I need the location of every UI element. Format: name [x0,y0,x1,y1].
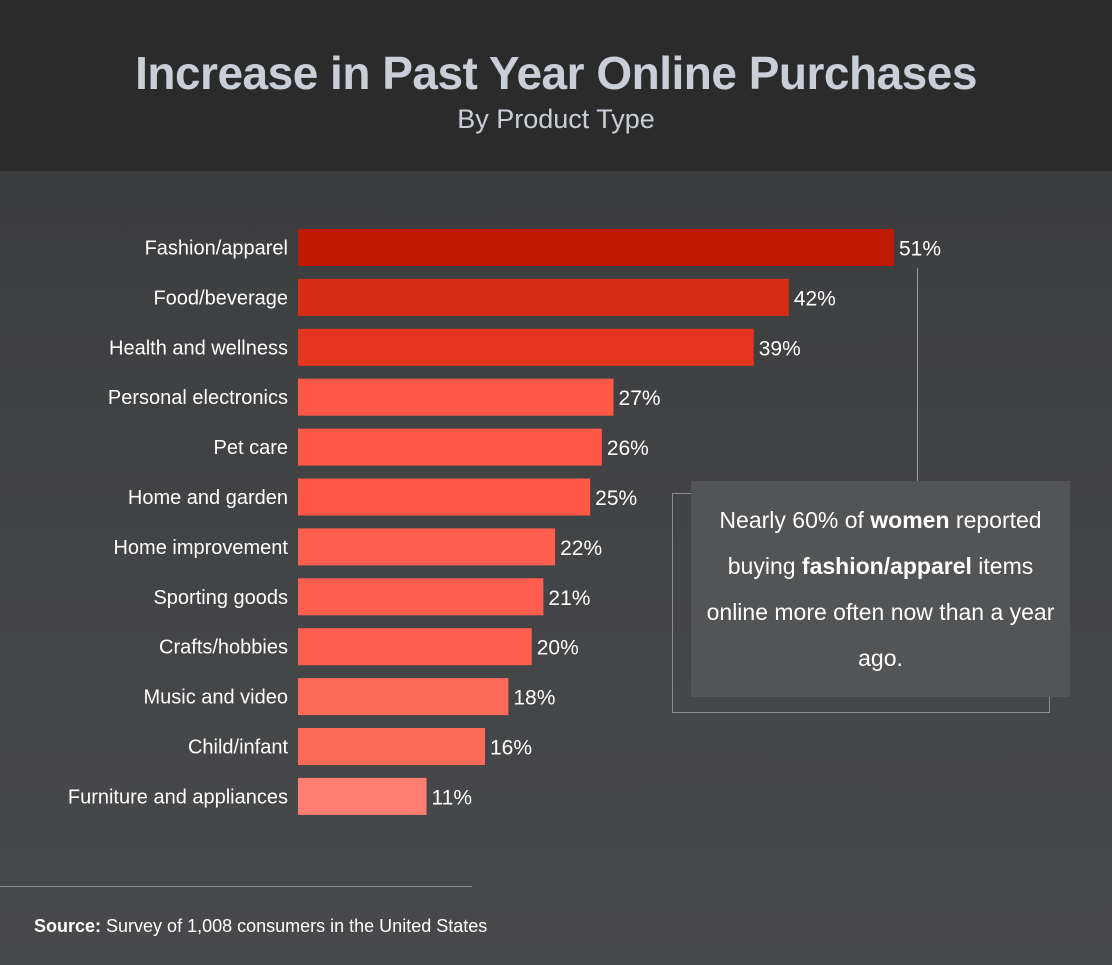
annotation-bold-women: women [870,507,950,533]
value-label-5: 25% [595,487,637,510]
value-label-1: 42% [794,287,836,310]
category-label-4: Pet care [214,437,288,459]
source-divider [0,886,472,887]
bar-5 [298,478,591,516]
bar-7 [298,578,544,616]
bar-0 [298,229,894,266]
annotation-leader-line [917,268,918,493]
chart-subtitle: By Product Type [457,104,655,134]
value-label-3: 27% [619,387,661,410]
value-label-0: 51% [899,238,941,261]
bar-10 [298,728,485,765]
category-label-2: Health and wellness [109,337,288,359]
value-label-4: 26% [607,437,649,460]
annotation-text-mid: reported buying [727,507,1042,579]
bar-6 [298,528,556,566]
value-label-8: 20% [537,637,579,660]
header-band [0,0,1112,171]
source-text: Survey of 1,008 consumers in the United … [101,916,488,936]
source-label: Source: [34,916,102,936]
annotation-text-pre: Nearly 60% of [719,507,871,533]
value-label-2: 39% [759,337,801,360]
value-label-9: 18% [513,687,555,710]
category-label-8: Crafts/hobbies [159,637,288,659]
value-label-10: 16% [490,737,532,760]
bar-11 [298,777,427,815]
category-label-9: Music and video [143,687,288,709]
chart-title: Increase in Past Year Online Purchases [135,47,977,99]
category-label-0: Fashion/apparel [145,238,288,260]
category-label-10: Child/infant [188,737,289,759]
annotation-text: Nearly 60% of women reported buying fash… [706,497,1056,681]
category-label-11: Furniture and appliances [68,786,288,808]
source-note: Source: Survey of 1,008 consumers in the… [34,916,487,937]
category-label-6: Home improvement [113,537,288,559]
bar-2 [298,328,754,366]
bar-9 [298,678,509,716]
value-label-6: 22% [560,537,602,560]
bar-4 [298,428,602,466]
bar-8 [298,628,532,666]
annotation-box: Nearly 60% of women reported buying fash… [691,481,1070,697]
bar-3 [298,378,614,416]
bar-1 [298,278,789,316]
annotation-bold-fashion: fashion/apparel [801,553,972,579]
value-label-7: 21% [548,587,590,610]
category-label-1: Food/beverage [153,287,288,309]
annotation-text-post: items online more often now than a year … [706,553,1055,671]
category-label-3: Personal electronics [108,387,288,409]
category-label-7: Sporting goods [153,587,288,609]
value-label-11: 11% [432,786,472,809]
category-label-5: Home and garden [128,487,288,509]
